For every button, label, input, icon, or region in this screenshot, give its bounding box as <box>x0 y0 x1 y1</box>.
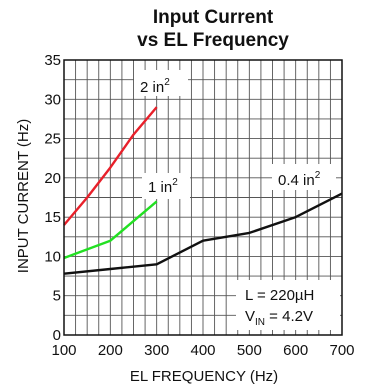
series-label-1in2-text: 1 in <box>148 179 172 196</box>
x-tick-label: 500 <box>237 342 262 359</box>
series-line-2 <box>63 200 158 260</box>
series-label-0p4in2-text: 0.4 in <box>278 172 315 189</box>
series-label-0p4in2: 0.4 in2 <box>272 164 336 190</box>
chart-title-line-2: vs EL Frequency <box>137 30 289 51</box>
plot-frame <box>63 59 343 336</box>
svg-text:0.4 in2: 0.4 in2 <box>278 170 321 189</box>
y-axis-label: INPUT CURRENT (Hz) <box>15 119 32 273</box>
y-tick-label: 35 <box>44 52 61 69</box>
series-line-3 <box>63 192 343 275</box>
y-tick-labels: 0 5 10 15 20 25 30 35 <box>44 52 61 344</box>
annotation-vin-sub: IN <box>255 317 265 328</box>
y-tick-label: 15 <box>44 209 61 226</box>
series-label-2in2: 2 in2 <box>134 70 188 96</box>
circuit-annotation: L = 220µH VIN = 4.2V <box>236 280 340 330</box>
x-tick-label: 600 <box>283 342 308 359</box>
x-tick-label: 700 <box>329 342 354 359</box>
chart-title-line-1: Input Current <box>153 7 274 28</box>
series-lines <box>63 106 343 275</box>
y-tick-label: 30 <box>44 91 61 108</box>
y-tick-label: 0 <box>53 327 61 344</box>
x-tick-label: 200 <box>98 342 123 359</box>
svg-text:VIN = 4.2V: VIN = 4.2V <box>245 308 313 328</box>
x-axis-label: EL FREQUENCY (Hz) <box>130 368 278 385</box>
y-tick-label: 10 <box>44 248 61 265</box>
series-line-1 <box>63 106 158 226</box>
x-tick-labels: 100 200 300 400 500 600 700 <box>51 342 354 359</box>
svg-text:1 in2: 1 in2 <box>148 177 178 196</box>
series-label-2in2-sup: 2 <box>164 77 170 88</box>
annotation-vin-prefix: V <box>245 308 255 325</box>
x-tick-label: 100 <box>51 342 76 359</box>
x-tick-label: 300 <box>144 342 169 359</box>
series-label-1in2: 1 in2 <box>142 173 190 199</box>
series-label-0p4in2-sup: 2 <box>315 170 321 181</box>
y-tick-label: 25 <box>44 131 61 148</box>
annotation-vin-value: = 4.2V <box>265 308 313 325</box>
y-tick-label: 20 <box>44 170 61 187</box>
series-label-2in2-text: 2 in <box>140 79 164 96</box>
svg-text:2 in2: 2 in2 <box>140 77 170 96</box>
y-tick-label: 5 <box>53 288 61 305</box>
series-label-1in2-sup: 2 <box>172 177 178 188</box>
annotation-inductance: L = 220µH <box>245 287 314 304</box>
x-tick-label: 400 <box>190 342 215 359</box>
